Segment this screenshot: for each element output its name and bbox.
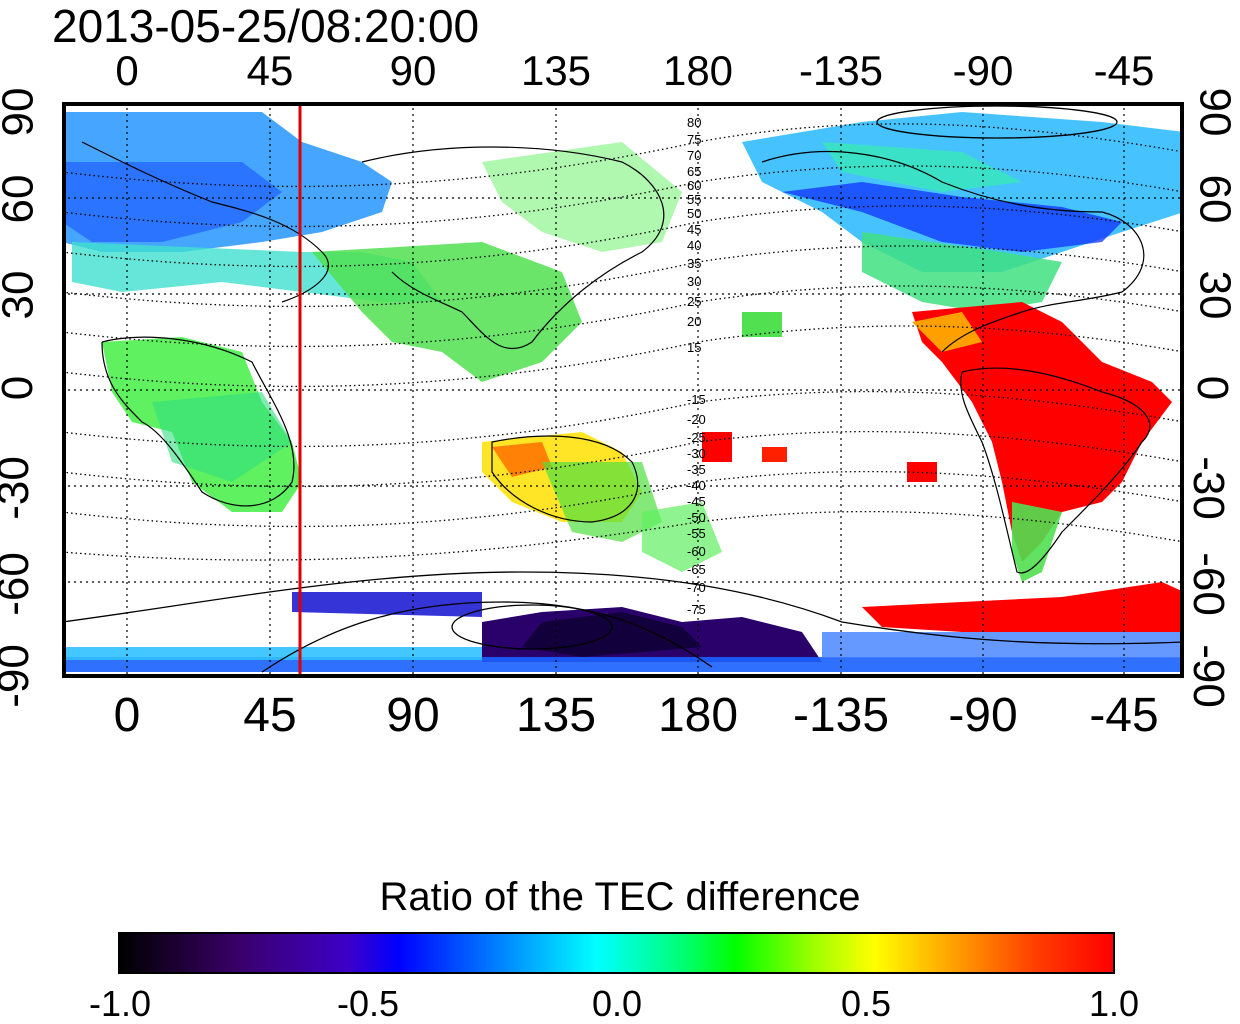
map-border [62,102,1184,678]
bottom-lon-tick: 45 [243,689,297,742]
contour-label: -25 [687,430,706,445]
top-lon-tick: -90 [952,47,1014,94]
bottom-lon-tick: 90 [386,689,440,742]
contour-label: -70 [687,580,706,595]
left-lat-tick: 0 [0,376,42,400]
contour-label: 30 [687,274,701,289]
coastlines [81,141,1151,574]
graticule [62,102,1184,678]
contour-label: -60 [687,544,706,559]
left-lat-tick: -30 [0,456,38,520]
contour-label: -50 [687,510,706,525]
tec-data-patches [62,112,1184,672]
bottom-lon-tick: 135 [515,689,597,742]
left-lat-tick: -60 [0,552,38,616]
bottom-lon-tick: -135 [792,689,890,742]
colorbar-label: -0.5 [336,983,400,1024]
contour-label: -65 [687,562,706,577]
bottom-lon-tick: -45 [1089,689,1159,742]
right-lat-tick: 90 [1190,87,1240,137]
right-lat-tick: 60 [1190,174,1240,224]
contour-label: 50 [687,206,701,221]
contour-label: 25 [687,294,701,309]
colorbar-label: -1.0 [88,983,152,1024]
colorbar [118,932,1115,974]
contour-label: 40 [687,238,701,253]
contour-label: 60 [687,178,701,193]
contour-label: -15 [687,392,706,407]
bottom-lon-tick: 0 [113,689,141,742]
left-lat-tick: 60 [0,174,43,224]
contour-label: 70 [687,148,701,163]
map-title: 2013-05-25/08:20:00 [52,0,480,52]
contour-label: -40 [687,478,706,493]
contour-label: 65 [687,164,701,179]
colorbar-label: 0.5 [840,983,892,1024]
top-lon-tick: 0 [115,47,139,94]
top-lon-tick: 135 [520,47,592,94]
bottom-lon-tick: 180 [657,689,739,742]
left-lat-tick: -90 [0,644,38,708]
contour-label: -45 [687,494,706,509]
right-lat-tick: 0 [1188,375,1238,401]
contour-label: 45 [687,222,701,237]
colorbar-title: Ratio of the TEC difference [379,875,861,919]
contour-label: -55 [687,526,706,541]
contour-label: 55 [687,192,701,207]
contour-label: 80 [687,115,701,130]
contour-label: -35 [687,462,706,477]
contour-label: -75 [687,602,706,617]
right-lat-tick: -60 [1183,552,1233,616]
top-lon-tick: 45 [246,47,294,94]
right-lat-tick: -90 [1183,644,1233,708]
colorbar-label: 0.0 [591,983,643,1024]
contour-label: 35 [687,256,701,271]
left-lat-tick: 30 [0,270,43,320]
contour-label: -20 [687,412,706,427]
left-lat-tick: 90 [0,87,43,137]
top-lon-tick: -135 [798,47,884,94]
bottom-lon-tick: -90 [948,689,1018,742]
contour-label: 20 [687,314,701,329]
contour-label: 75 [687,132,701,147]
contour-label: 15 [687,340,701,355]
right-lat-tick: -30 [1183,456,1233,520]
tec-ratio-map: 80 75 70 65 60 55 50 45 40 35 30 25 20 1… [62,102,1184,678]
colorbar-label: 1.0 [1088,983,1140,1024]
top-lon-tick: -45 [1093,47,1155,94]
contour-label: -30 [687,446,706,461]
right-lat-tick: 30 [1190,270,1240,320]
contour-labels: 80 75 70 65 60 55 50 45 40 35 30 25 20 1… [687,115,706,617]
top-lon-tick: 90 [389,47,437,94]
top-lon-tick: 180 [662,47,734,94]
